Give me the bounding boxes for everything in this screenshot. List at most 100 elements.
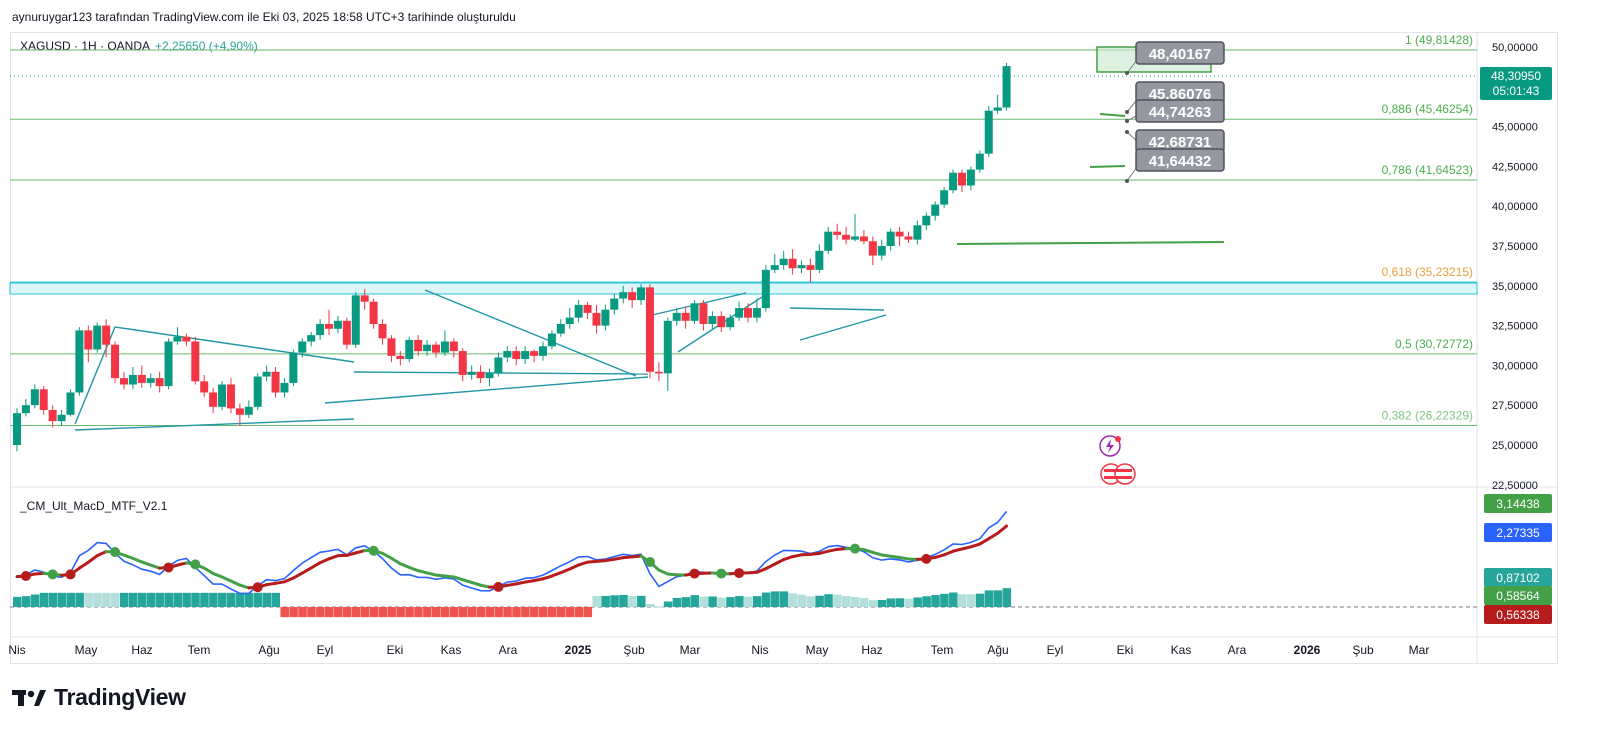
candle-body [244, 406, 253, 415]
candle-body [824, 231, 833, 251]
candle-body [690, 303, 699, 321]
candle-body [957, 172, 966, 186]
tradingview-logo-icon [12, 689, 46, 706]
signal-segment [960, 545, 973, 551]
symbol-change: +2,25650 (+4,90%) [155, 39, 258, 53]
candle-body [209, 392, 218, 407]
signal-segment [817, 549, 830, 555]
candle-body [610, 298, 619, 310]
us-flag-icon-2[interactable] [1114, 463, 1136, 485]
histogram-bar [895, 598, 905, 607]
signal-segment [987, 531, 1000, 541]
signal-segment [470, 580, 483, 587]
callout-anchor [1125, 119, 1129, 123]
time-tick: Eyl [1047, 643, 1064, 657]
cross-dots [20, 543, 932, 593]
current-price-value: 48,30950 [1491, 69, 1541, 83]
signal-segment [996, 524, 1009, 535]
signal-segment [220, 575, 233, 583]
callout-box [1135, 41, 1225, 65]
candle-body [663, 320, 672, 374]
histogram-bar [333, 607, 343, 618]
candle-body [182, 336, 191, 342]
histogram-bar [975, 593, 985, 607]
flag-stripe [1104, 476, 1132, 479]
candle-body [922, 215, 931, 226]
candle-body [66, 392, 75, 415]
support-zone [9, 282, 1478, 295]
trendline [424, 289, 637, 377]
time-tick: Nis [8, 643, 25, 657]
signal-segment [523, 579, 536, 584]
histogram-bar [574, 607, 584, 618]
signal-segment [826, 547, 839, 553]
candle-body [467, 371, 476, 375]
histogram-bar [922, 596, 931, 607]
histogram-bar [949, 592, 958, 607]
histogram-bar [708, 596, 717, 607]
histogram-bar [244, 592, 254, 607]
histogram-bar [30, 594, 40, 607]
crossover-dot [850, 543, 861, 554]
candles [13, 62, 1011, 452]
fib-label: 0,786 (41,64523) [1382, 163, 1473, 177]
macd-histogram [13, 588, 1012, 618]
signal-segment [479, 583, 491, 589]
candle-body [396, 355, 405, 360]
signal-segment [300, 566, 313, 575]
histogram-bar [628, 596, 637, 607]
histogram-bar [806, 596, 815, 607]
signal-segment [381, 551, 393, 560]
candle-body [423, 344, 432, 352]
candle-body [378, 324, 387, 339]
signal-segment [211, 571, 224, 579]
candle-body [949, 172, 958, 191]
signal-segment [550, 571, 563, 578]
candle-body [485, 373, 494, 379]
callout-anchor [1125, 71, 1129, 75]
signal-segment [871, 550, 884, 557]
signal-segment [345, 551, 358, 557]
candle-body [57, 414, 66, 422]
signal-segment [309, 561, 322, 570]
callout-label: 42,68731 [1149, 134, 1212, 151]
candle-body [530, 351, 539, 356]
macd-value: 0,87102 [1496, 571, 1540, 585]
candle-body [993, 107, 1002, 111]
candle-body [102, 325, 111, 345]
histogram-bar [1002, 588, 1012, 607]
histogram-bar [209, 592, 218, 607]
histogram-bar [610, 595, 619, 607]
time-tick: Tem [188, 643, 211, 657]
signal-segment [291, 571, 304, 580]
time-axis: Nis May Haz Tem Ağu Eyl Eki Kas Ara 2025 Şub Mar Nis… [8, 643, 1429, 657]
macd-value: 0,58564 [1496, 589, 1540, 603]
price-tick: 45,00000 [1492, 122, 1538, 134]
histogram-bar [556, 607, 566, 618]
symbol-name: XAGUSD · 1H · OANDA [20, 39, 150, 53]
histogram-bar [280, 607, 289, 618]
signal-segment [969, 542, 982, 549]
candle-body [13, 413, 21, 445]
histogram-bar [538, 607, 548, 618]
signal-segment [461, 578, 474, 584]
histogram-bar [984, 590, 994, 607]
macd-value: 3,14438 [1496, 497, 1540, 511]
candle-body [307, 335, 316, 342]
histogram-bar [173, 592, 182, 607]
callout-anchor [1125, 130, 1129, 134]
time-tick: Eyl [317, 643, 334, 657]
candle-body [387, 338, 396, 356]
candle-body [476, 371, 485, 379]
crossover-dot [65, 569, 76, 580]
callout-label: 44,74263 [1149, 104, 1212, 121]
price-tick: 35,00000 [1492, 281, 1538, 293]
signal-segment [327, 554, 340, 561]
time-tick: Eki [1117, 643, 1134, 657]
candle-body [583, 304, 592, 313]
histogram-bar [378, 607, 388, 618]
histogram-bar [93, 592, 102, 607]
price-tick: 40,00000 [1492, 201, 1538, 213]
histogram-bar [868, 600, 878, 607]
